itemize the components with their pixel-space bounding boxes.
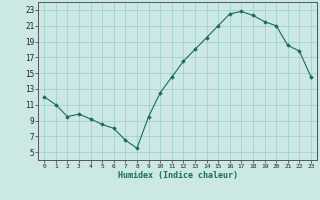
X-axis label: Humidex (Indice chaleur): Humidex (Indice chaleur) (118, 171, 238, 180)
